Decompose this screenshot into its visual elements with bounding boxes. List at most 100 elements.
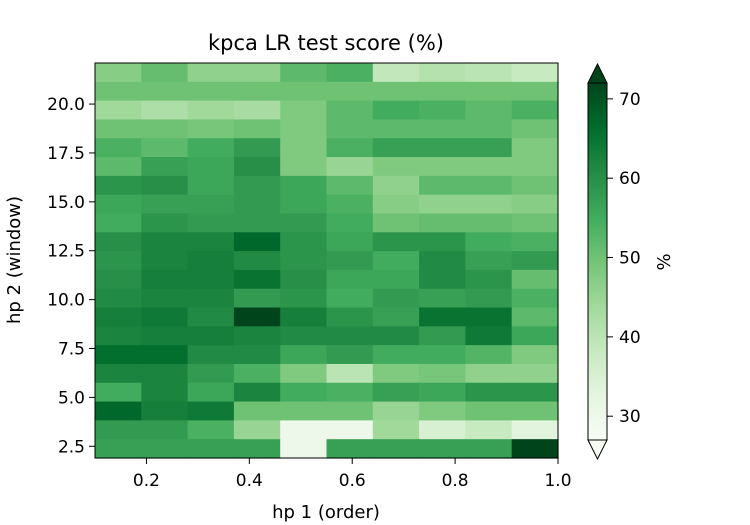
- heatmap-cell: [187, 269, 235, 290]
- heatmap-cell: [419, 119, 466, 139]
- colorbar-label: %: [654, 253, 675, 270]
- heatmap-cell: [280, 288, 328, 309]
- colorbar: 30 40 50 60 70: [587, 62, 641, 461]
- heatmap-cell: [141, 213, 189, 233]
- heatmap-cell: [326, 232, 374, 252]
- heatmap-cell: [280, 439, 328, 459]
- y-axis-ticks: 2.5 5.0 7.5 10.0 12.5 15.0 17.5 20.0: [47, 95, 95, 457]
- heatmap-cell: [419, 100, 466, 121]
- heatmap-cell: [187, 119, 235, 139]
- heatmap-cell: [419, 288, 466, 309]
- heatmap-cell: [95, 138, 142, 158]
- heatmap-cell: [326, 194, 374, 215]
- heatmap-cell: [372, 138, 420, 158]
- heatmap-cell: [141, 138, 189, 158]
- y-axis-label: hp 2 (window): [4, 196, 25, 324]
- heatmap-cell: [280, 363, 328, 384]
- heatmap-cell: [95, 439, 142, 459]
- heatmap-cell: [141, 175, 189, 196]
- heatmap-cell: [187, 81, 235, 102]
- heatmap-cell: [511, 326, 559, 346]
- heatmap-cell: [141, 194, 189, 215]
- y-tick-label: 12.5: [47, 242, 85, 262]
- heatmap-cell: [141, 81, 189, 102]
- heatmap-cell: [95, 363, 142, 384]
- heatmap-cell: [280, 401, 328, 421]
- colorbar-tick-label: 30: [619, 407, 641, 427]
- x-axis-ticks: 0.2 0.4 0.6 0.8 1.0: [133, 458, 572, 491]
- heatmap-cell: [326, 269, 374, 290]
- heatmap-cell: [372, 194, 420, 215]
- heatmap-cell: [465, 251, 513, 271]
- heatmap-cell: [372, 345, 420, 365]
- heatmap-cell: [419, 194, 466, 215]
- heatmap-cell: [511, 439, 559, 459]
- heatmap-cell: [511, 232, 559, 252]
- y-tick-label: 5.0: [58, 388, 85, 408]
- heatmap-cell: [187, 157, 235, 177]
- heatmap-cell: [233, 213, 281, 233]
- heatmap-cell: [187, 420, 235, 440]
- heatmap-cell: [465, 439, 513, 459]
- heatmap-cell: [280, 382, 328, 403]
- colorbar-tick-label: 50: [619, 249, 641, 269]
- heatmap-cell: [465, 213, 513, 233]
- heatmap-cell: [187, 345, 235, 365]
- heatmap-cell: [419, 269, 466, 290]
- heatmap-cell: [326, 119, 374, 139]
- heatmap-cell: [326, 63, 374, 83]
- heatmap-cell: [511, 194, 559, 215]
- heatmap-cell: [511, 119, 559, 139]
- heatmap-cell: [95, 401, 142, 421]
- heatmap-cell: [326, 81, 374, 102]
- heatmap-cell: [141, 363, 189, 384]
- heatmap-cell: [465, 119, 513, 139]
- heatmap-cell: [95, 175, 142, 196]
- heatmap-cell: [419, 63, 466, 83]
- heatmap-cell: [465, 326, 513, 346]
- heatmap-cell: [141, 345, 189, 365]
- heatmap-cell: [95, 100, 142, 121]
- heatmap-cell: [233, 326, 281, 346]
- x-tick-label: 0.6: [339, 471, 366, 491]
- heatmap-cell: [419, 232, 466, 252]
- heatmap-cell: [95, 420, 142, 440]
- heatmap-cell: [141, 326, 189, 346]
- heatmap-cell: [233, 307, 281, 327]
- heatmap-cell: [280, 251, 328, 271]
- plot-frame: [94, 62, 559, 459]
- heatmap-cell: [95, 194, 142, 215]
- colorbar-tick-label: 40: [619, 328, 641, 348]
- heatmap-cell: [233, 401, 281, 421]
- heatmap-cell: [511, 382, 559, 403]
- heatmap-cell: [326, 175, 374, 196]
- heatmap-cell: [372, 81, 420, 102]
- heatmap-cell: [95, 119, 142, 139]
- heatmap-cell: [187, 251, 235, 271]
- heatmap-cell: [280, 232, 328, 252]
- y-tick-label: 7.5: [58, 339, 85, 359]
- heatmap-cell: [465, 363, 513, 384]
- heatmap-cell: [141, 269, 189, 290]
- heatmap-cell: [280, 420, 328, 440]
- heatmap-cell: [187, 194, 235, 215]
- heatmap-cell: [141, 401, 189, 421]
- heatmap-cell: [326, 420, 374, 440]
- heatmap-cell: [95, 157, 142, 177]
- heatmap-cell: [187, 326, 235, 346]
- heatmap-cell: [233, 251, 281, 271]
- heatmap-cell: [187, 439, 235, 459]
- y-tick-label: 10.0: [47, 291, 85, 311]
- x-tick-label: 1.0: [544, 471, 571, 491]
- x-tick-label: 0.4: [236, 471, 263, 491]
- heatmap-cell: [465, 307, 513, 327]
- heatmap-cell: [372, 382, 420, 403]
- heatmap-cell: [326, 138, 374, 158]
- heatmap-cell: [465, 157, 513, 177]
- heatmap-cell: [511, 175, 559, 196]
- heatmap-cell: [419, 345, 466, 365]
- heatmap-cells: [95, 63, 559, 459]
- heatmap-cell: [419, 251, 466, 271]
- heatmap-cell: [233, 194, 281, 215]
- heatmap-cell: [141, 157, 189, 177]
